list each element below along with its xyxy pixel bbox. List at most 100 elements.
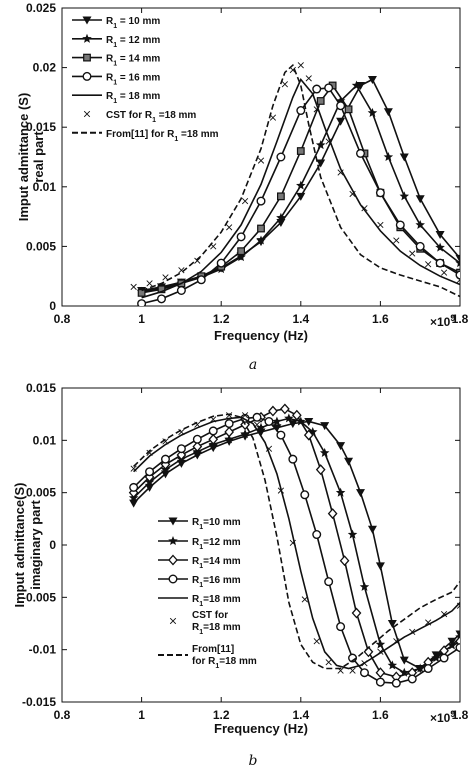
legend-label: R1 = 14 mm <box>106 54 160 68</box>
chart-b: 0.8 1 1.2 1.4 1.6 1.8 -0.015 -0.01 -0.005 0 0.005 0… <box>12 381 469 769</box>
data-point <box>423 664 433 674</box>
y-tick-label: 0 <box>49 538 56 552</box>
x-axis-label: Frequency (Hz) <box>214 721 308 736</box>
x-axis-label: Frequency (Hz) <box>214 328 308 343</box>
data-point <box>297 62 304 69</box>
data-point <box>137 299 147 306</box>
data-point <box>315 140 326 150</box>
y-tick-label: 0.02 <box>33 61 57 75</box>
legend-entry: R1=16 mm <box>158 574 241 589</box>
data-point <box>391 678 401 688</box>
legend-label: R1 = 16 mm <box>106 72 160 86</box>
data-point <box>162 274 169 281</box>
legend-label: R1 = 12 mm <box>106 35 160 49</box>
data-point <box>455 254 460 263</box>
data-point <box>440 610 448 618</box>
data-point <box>336 622 346 632</box>
data-point <box>313 106 320 113</box>
data-point <box>415 195 425 204</box>
legend-entry: R1=18 mm <box>158 594 241 608</box>
data-point <box>253 421 261 428</box>
data-point <box>440 269 448 276</box>
data-point <box>335 487 346 497</box>
data-point <box>129 499 139 508</box>
data-point <box>160 454 170 464</box>
x-multiplier: ×109 <box>430 313 455 329</box>
y-tick-label: 0.015 <box>26 120 56 134</box>
series-line <box>133 416 460 670</box>
data-point <box>313 638 320 645</box>
data-point <box>387 660 398 670</box>
data-point <box>257 224 265 233</box>
data-point <box>226 412 233 419</box>
y-tick-label: 0.015 <box>26 381 56 395</box>
data-point <box>296 106 306 116</box>
data-point <box>176 444 186 454</box>
data-point <box>324 577 334 587</box>
y-tick-label: 0.01 <box>33 180 57 194</box>
x-tick-label: 1.2 <box>213 312 230 326</box>
data-point <box>361 205 368 212</box>
data-point <box>281 81 288 88</box>
data-point <box>256 235 266 245</box>
data-point <box>241 412 249 419</box>
data-point <box>383 152 394 162</box>
legend-label: R1=10 mm <box>192 517 241 531</box>
legend-entry: R1 = 16 mm <box>72 71 160 86</box>
data-point <box>336 101 346 111</box>
data-point <box>265 445 273 452</box>
data-point <box>399 153 409 162</box>
data-point <box>447 640 457 650</box>
y-tick-label: 0.005 <box>26 486 56 500</box>
x-tick-label: 1 <box>138 708 145 722</box>
data-point <box>130 465 137 472</box>
legend-entry: R1=10 mm <box>158 517 241 531</box>
data-point <box>316 97 325 105</box>
data-point <box>146 449 153 457</box>
data-point <box>192 441 203 453</box>
data-point <box>409 628 416 635</box>
data-point <box>336 117 346 126</box>
x-tick-label: 0.8 <box>54 312 71 326</box>
data-point <box>337 169 344 176</box>
data-point <box>356 148 366 158</box>
data-point <box>312 84 322 94</box>
data-point <box>375 667 386 679</box>
data-point <box>256 422 266 432</box>
data-point <box>319 447 330 457</box>
legend-entry: R1 = 14 mm <box>72 54 160 68</box>
data-point <box>272 416 282 426</box>
data-point <box>224 434 234 444</box>
data-point <box>325 659 332 666</box>
data-point <box>178 267 185 274</box>
data-point <box>280 403 290 415</box>
legend-entry: R1 = 18 mm <box>72 91 160 105</box>
data-point <box>349 190 356 198</box>
x-tick-label: 0.8 <box>54 708 71 722</box>
data-point <box>335 95 346 106</box>
data-point <box>315 464 326 476</box>
data-point <box>349 667 356 674</box>
data-point <box>224 426 235 438</box>
legend-label: R1=18 mm <box>192 622 241 636</box>
data-point <box>456 276 460 283</box>
data-point <box>375 188 385 198</box>
y-tick-label: -0.005 <box>22 590 56 604</box>
data-point <box>361 660 368 667</box>
x-tick-label: 1.4 <box>292 708 309 722</box>
data-point <box>176 286 186 296</box>
data-point <box>435 230 445 239</box>
data-point <box>375 639 386 649</box>
data-point <box>237 247 246 256</box>
legend-marker <box>168 536 178 546</box>
data-point <box>156 294 166 304</box>
data-point <box>157 285 166 294</box>
data-point <box>399 667 410 677</box>
data-point <box>320 422 330 431</box>
data-point <box>252 412 262 422</box>
y-tick-label: 0.01 <box>33 433 57 447</box>
data-point <box>383 108 393 117</box>
data-layer <box>128 403 460 688</box>
y-axis-label: Imput admittance(S) <box>12 483 27 608</box>
data-point <box>272 424 282 433</box>
